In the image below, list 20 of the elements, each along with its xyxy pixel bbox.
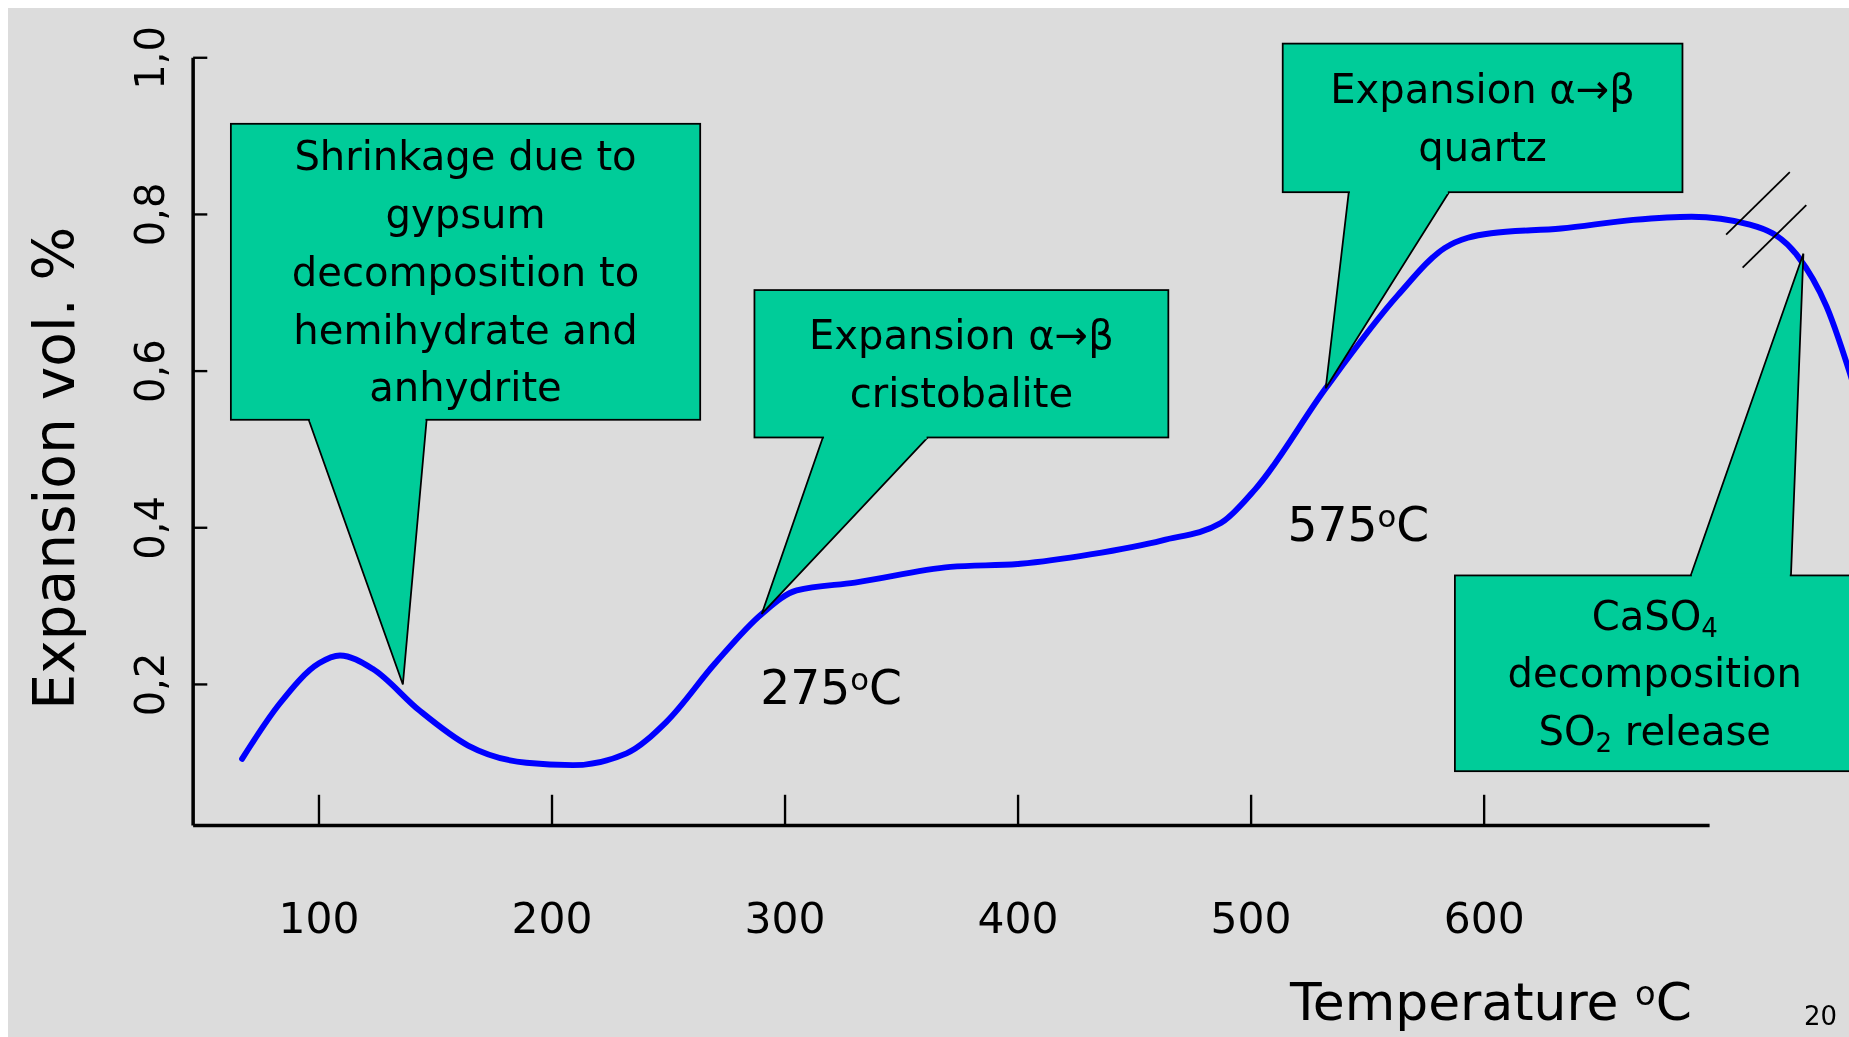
y-tick-label: 0,2 — [126, 652, 173, 717]
x-tick-label: 400 — [977, 893, 1059, 943]
x-tick-label: 500 — [1210, 893, 1292, 943]
x-tick-label: 200 — [511, 893, 593, 943]
annotation: Expansion α→β cristobalite — [809, 311, 1114, 416]
annotation: 275$^{o}$C — [760, 659, 903, 715]
x-tick-label: 600 — [1443, 893, 1525, 943]
y-axis-title: Expansion vol. % — [21, 226, 88, 710]
x-axis-title: Temperature $^{o}$C — [1288, 972, 1692, 1032]
y-tick-label: 0,6 — [126, 339, 173, 403]
y-tick-label: 1,0 — [126, 25, 173, 90]
annotation: CaSO$_{4}$ decomposition SO$_{2}$ release — [1507, 592, 1802, 758]
y-tick-label: 0,4 — [126, 495, 173, 560]
annotation: 575$^{o}$C — [1287, 497, 1430, 553]
x-tick-label: 300 — [744, 893, 826, 943]
y-tick-label: 0,8 — [126, 182, 173, 247]
annotation: Shrinkage due to gypsum decomposition to hemihydrate and anhydrite — [291, 133, 640, 411]
text: 20 — [1803, 1000, 1837, 1031]
x-tick-label: 100 — [278, 893, 360, 943]
annotation: Expansion α→β quartz — [1330, 66, 1635, 170]
